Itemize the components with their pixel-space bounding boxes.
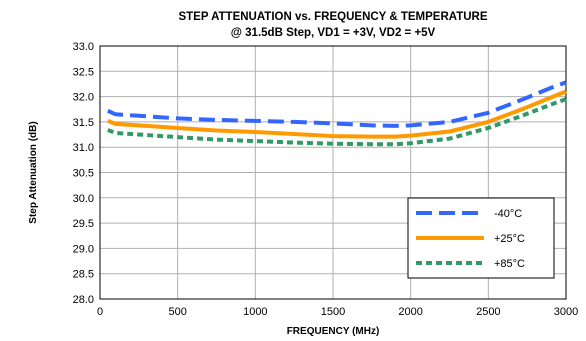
- x-tick-label: 2500: [476, 306, 500, 318]
- y-tick-label: 29.0: [73, 243, 94, 255]
- x-tick-label: 500: [168, 306, 186, 318]
- y-tick-label: 31.5: [73, 117, 94, 129]
- y-tick-label: 29.5: [73, 218, 94, 230]
- series-line-3: [107, 97, 567, 147]
- chart-title: STEP ATTENUATION vs. FREQUENCY & TEMPERA…: [178, 11, 487, 23]
- x-tick-label: 1500: [321, 306, 345, 318]
- y-tick-label: 30.0: [73, 193, 94, 205]
- y-tick-label: 28.0: [73, 294, 94, 306]
- legend: -40°C +25°C +85°C: [407, 197, 555, 279]
- y-axis-label: Step Attenuation (dB): [28, 121, 39, 223]
- y-tick-label: 30.5: [73, 168, 94, 180]
- x-tick-label: 3000: [554, 306, 578, 318]
- legend-label-1: -40°C: [494, 208, 522, 220]
- legend-label-2: +25°C: [494, 233, 525, 245]
- y-tick-label: 33.0: [73, 41, 94, 53]
- x-tick-label: 0: [97, 306, 103, 318]
- x-axis-label: FREQUENCY (MHz): [287, 326, 380, 337]
- y-tick-label: 28.5: [73, 269, 94, 281]
- series-lines: [106, 80, 567, 147]
- y-tick-label: 32.5: [73, 66, 94, 78]
- chart-subtitle: @ 31.5dB Step, VD1 = +3V, VD2 = +5V: [231, 27, 436, 39]
- y-tick-label: 32.0: [73, 92, 94, 104]
- plot-area: [99, 45, 567, 300]
- y-axis-ticks: 28.0 28.5 29.0 29.5 30.0 30.5 31.0 31.5 32.0 32.5…: [73, 41, 94, 306]
- y-tick-label: 31.0: [73, 142, 94, 154]
- x-axis-ticks: 0 500 1000 1500 2000 2500 3000: [97, 306, 578, 318]
- series-line-1: [106, 80, 567, 128]
- legend-label-3: +85°C: [494, 258, 525, 270]
- series-line-2: [107, 89, 567, 139]
- x-tick-label: 1000: [243, 306, 267, 318]
- x-tick-label: 2000: [398, 306, 422, 318]
